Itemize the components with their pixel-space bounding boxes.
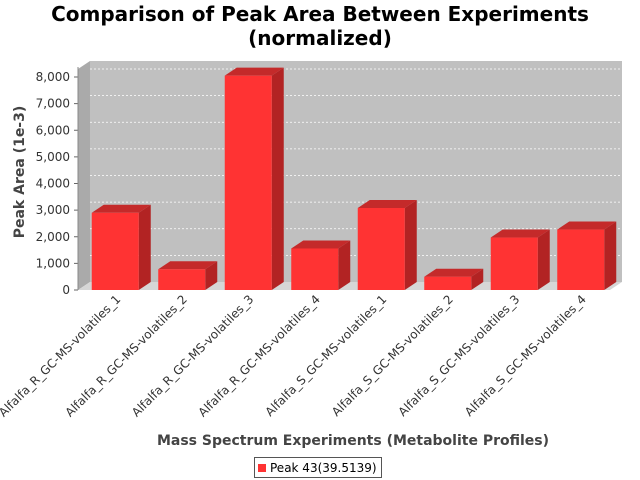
bar-top [490, 229, 550, 238]
x-category-label: Alfalfa_R_GC-MS-volatiles_1 [0, 292, 123, 419]
bar [291, 240, 351, 290]
bar-side [404, 199, 417, 290]
plot-back-wall [90, 61, 622, 282]
bar-front [357, 207, 405, 290]
bar [224, 67, 284, 290]
bar-side [537, 229, 550, 290]
bar [158, 261, 218, 290]
y-tick-label: 7,000 [36, 97, 70, 111]
axes [74, 67, 79, 291]
bar-side [471, 268, 484, 290]
bar-top [557, 221, 617, 230]
bar-side [271, 67, 284, 290]
bar-front [224, 75, 272, 290]
x-category-label: Alfalfa_S_GC-MS-volatiles_4 [462, 292, 589, 419]
bar-top [91, 204, 151, 213]
y-tick-label: 6,000 [36, 123, 70, 137]
legend: Peak 43(39.5139) [254, 457, 382, 478]
bar-top [224, 67, 284, 76]
bar-top [291, 240, 351, 249]
bar-top [158, 261, 218, 270]
bar [424, 268, 484, 290]
chart-title-line-2: (normalized) [248, 26, 392, 50]
legend-swatch [258, 463, 266, 472]
x-axis-title: Mass Spectrum Experiments (Metabolite Pr… [157, 433, 549, 449]
x-category-label: Alfalfa_S_GC-MS-volatiles_2 [329, 292, 456, 419]
y-axis-title: Peak Area (1e-3) [12, 106, 28, 239]
y-tick-label: 1,000 [36, 256, 70, 270]
bar-side [205, 261, 218, 290]
x-category-label: Alfalfa_R_GC-MS-volatiles_3 [129, 292, 256, 419]
y-tick-label: 3,000 [36, 203, 70, 217]
bar [357, 199, 417, 290]
x-category-label: Alfalfa_S_GC-MS-volatiles_1 [263, 292, 390, 419]
x-category-label: Alfalfa_R_GC-MS-volatiles_2 [62, 292, 189, 419]
bar [557, 221, 617, 290]
bar-front [557, 229, 605, 290]
bar-side [338, 240, 351, 290]
bar-front [291, 248, 339, 290]
y-tick-label: 0 [62, 283, 70, 297]
bar [490, 229, 550, 290]
bar [91, 204, 151, 290]
y-tick-label: 5,000 [36, 150, 70, 164]
legend-label: Peak 43(39.5139) [270, 460, 377, 475]
bar-side [604, 221, 617, 290]
bar-front [91, 212, 139, 290]
bar-front [490, 237, 538, 290]
bars [91, 67, 617, 290]
y-tick-label: 2,000 [36, 230, 70, 244]
x-category-labels: Alfalfa_R_GC-MS-volatiles_1Alfalfa_R_GC-… [0, 292, 589, 419]
chart-title: Comparison of Peak Area Between Experime… [0, 2, 640, 50]
bar-top [424, 268, 484, 277]
bar-front [424, 276, 472, 290]
bar-side [138, 204, 151, 290]
bar-top [357, 199, 417, 208]
y-tick-label: 4,000 [36, 177, 70, 191]
chart-title-line-1: Comparison of Peak Area Between Experime… [51, 2, 589, 26]
y-tick-label: 8,000 [36, 70, 70, 84]
bar-front [158, 269, 206, 290]
y-tick-labels: 0 1,000 2,000 3,000 4,000 5,000 6,000 7,000 8,00… [36, 70, 70, 297]
plot-side-wall [78, 61, 90, 290]
x-category-label: Alfalfa_S_GC-MS-volatiles_3 [396, 292, 523, 419]
x-category-label: Alfalfa_R_GC-MS-volatiles_4 [195, 292, 322, 419]
gridlines [90, 68, 622, 256]
